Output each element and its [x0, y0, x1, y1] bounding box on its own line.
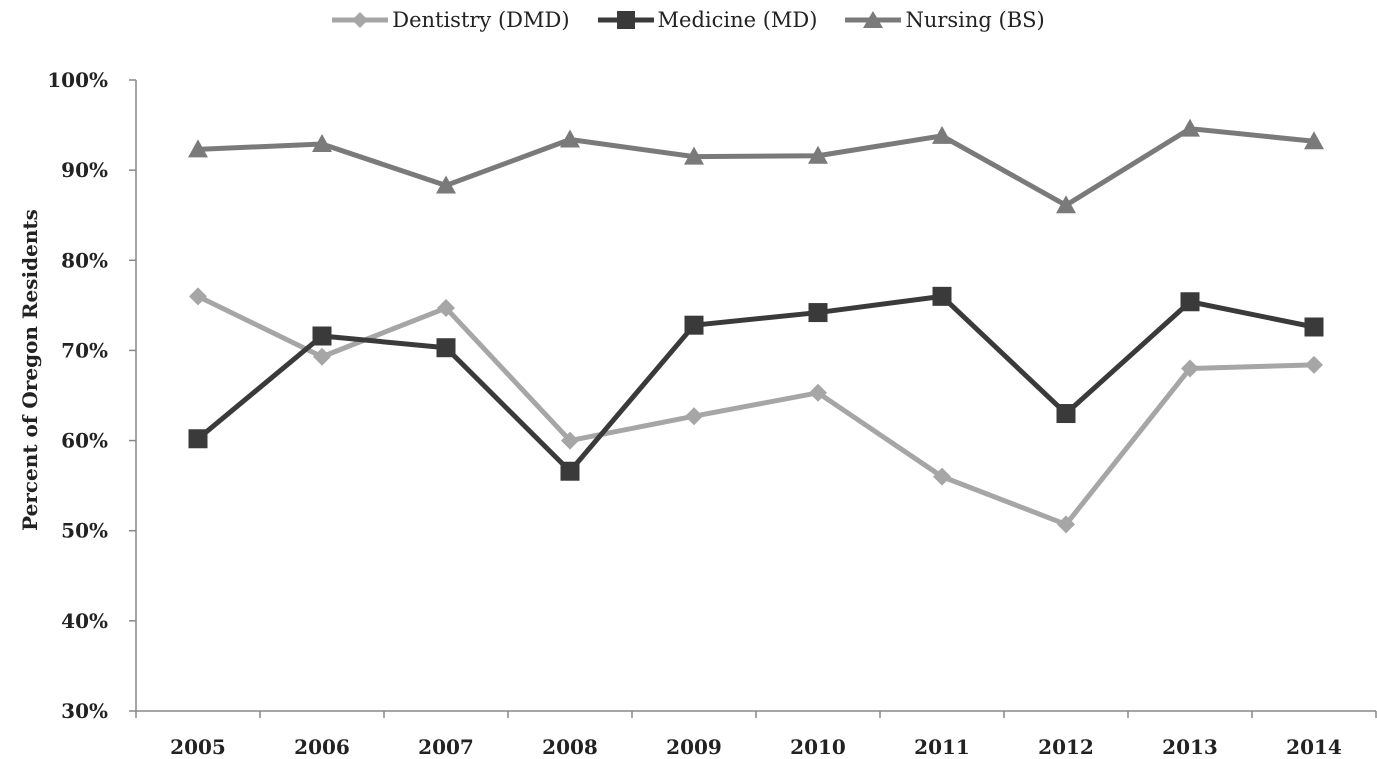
data-point-nursing [932, 125, 952, 144]
legend-label-nursing: Nursing (BS) [905, 8, 1045, 32]
data-point-medicine [1180, 292, 1200, 312]
data-point-medicine [560, 461, 580, 481]
data-point-medicine [808, 303, 828, 323]
legend-item-medicine: Medicine (MD) [597, 8, 818, 32]
x-tick-label: 2012 [1038, 735, 1094, 759]
data-point-dentistry [561, 431, 579, 450]
data-point-nursing [808, 145, 828, 164]
y-tick-label: 80% [61, 248, 108, 272]
data-point-medicine [684, 315, 704, 335]
x-tick-label: 2010 [790, 735, 846, 759]
x-tick-label: 2006 [294, 735, 350, 759]
data-point-nursing [1304, 131, 1324, 150]
x-tick-label: 2014 [1286, 735, 1342, 759]
series-line-nursing [197, 126, 1315, 208]
data-point-nursing [436, 175, 456, 194]
data-point-dentistry [189, 287, 207, 306]
data-point-nursing [1180, 118, 1200, 137]
legend-label-dentistry: Dentistry (DMD) [392, 8, 570, 32]
x-tick-label: 2011 [914, 735, 970, 759]
data-point-dentistry [437, 299, 455, 318]
data-point-dentistry [313, 347, 331, 366]
data-point-dentistry [1057, 515, 1075, 534]
y-tick-label: 100% [47, 68, 108, 92]
legend: Dentistry (DMD) Medicine (MD) Nursing (B… [0, 2, 1377, 38]
y-tick-label: 60% [61, 429, 108, 453]
x-tick-label: 2013 [1162, 735, 1218, 759]
y-tick-label: 50% [61, 519, 108, 543]
data-point-medicine [1304, 317, 1324, 337]
data-point-nursing [560, 129, 580, 148]
data-point-medicine [312, 326, 332, 346]
data-point-dentistry [1305, 355, 1323, 374]
data-point-nursing [684, 146, 704, 165]
x-tick-label: 2009 [666, 735, 722, 759]
data-point-medicine [436, 338, 456, 358]
data-point-dentistry [1181, 359, 1199, 378]
y-tick-label: 90% [61, 158, 108, 182]
series-line-medicine [196, 293, 1315, 474]
y-tick-label: 70% [61, 338, 108, 362]
x-tick-label: 2007 [418, 735, 474, 759]
data-point-nursing [188, 139, 208, 158]
data-point-medicine [932, 286, 952, 306]
data-point-medicine [188, 429, 208, 449]
legend-swatch-medicine [597, 11, 654, 29]
legend-swatch-nursing [845, 11, 902, 28]
x-tick-label: 2005 [170, 735, 226, 759]
data-point-medicine [1056, 404, 1076, 424]
legend-swatch-dentistry [332, 12, 389, 28]
y-tick-label: 30% [61, 699, 108, 723]
legend-item-nursing: Nursing (BS) [845, 8, 1045, 32]
x-tick-label: 2008 [542, 735, 598, 759]
y-tick-label: 40% [61, 609, 108, 633]
legend-item-dentistry: Dentistry (DMD) [332, 8, 570, 32]
data-point-nursing [312, 134, 332, 153]
data-point-dentistry [685, 407, 703, 426]
data-point-dentistry [809, 383, 827, 402]
legend-label-medicine: Medicine (MD) [657, 8, 818, 32]
data-point-dentistry [933, 467, 951, 486]
series-line-dentistry [196, 294, 1315, 527]
data-point-nursing [1056, 195, 1076, 214]
